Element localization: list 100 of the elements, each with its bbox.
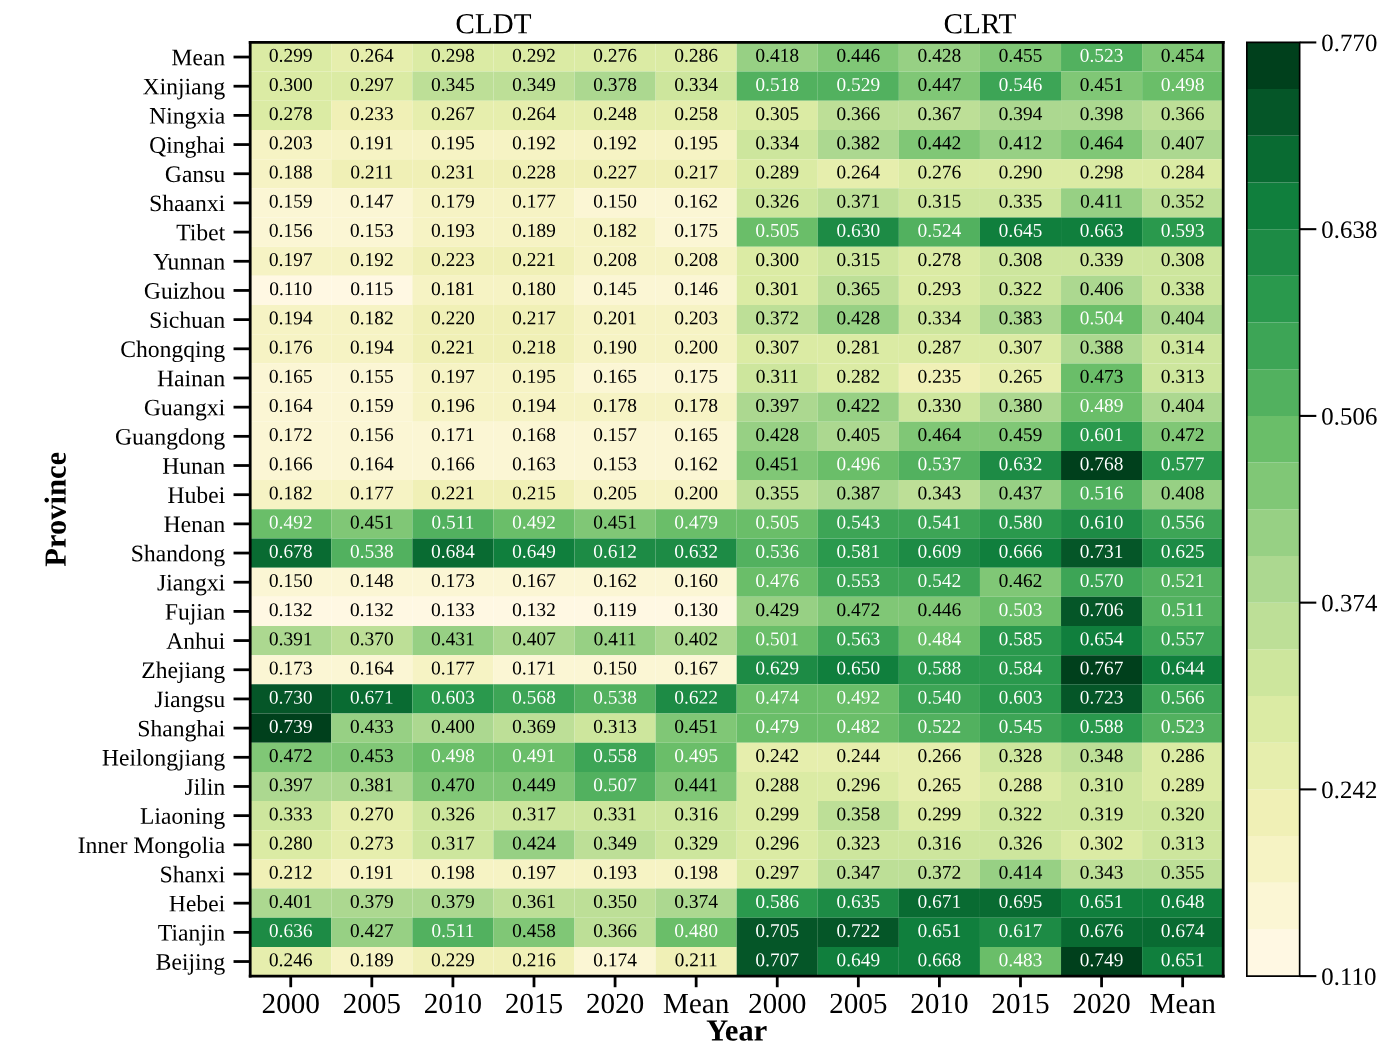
text: CLRT: [944, 14, 1016, 34]
data-label: 0.334: [918, 311, 961, 325]
data-label: 0.162: [675, 457, 717, 471]
data-label: 0.522: [918, 719, 961, 734]
data-label: 0.428: [918, 48, 961, 62]
data-label: 0.568: [512, 690, 556, 704]
data-label: 0.411: [1080, 194, 1122, 208]
data-label: 0.671: [350, 690, 393, 704]
data-label: 0.404: [1161, 398, 1205, 413]
y-tick-label: Fujian: [165, 603, 225, 625]
data-label: 0.322: [999, 807, 1042, 821]
data-label: 0.297: [350, 77, 394, 92]
data-label: 0.472: [837, 603, 880, 617]
data-label: 0.388: [1080, 340, 1123, 354]
data-label: 0.320: [1161, 807, 1204, 821]
data-label: 0.625: [1161, 544, 1204, 558]
y-tick-label: Qinghai: [150, 136, 225, 158]
data-label: 0.191: [350, 136, 393, 150]
data-label: 0.264: [512, 107, 556, 121]
y-tick-label: Tianjin: [158, 924, 225, 946]
data-label: 0.193: [593, 865, 637, 879]
data-label: 0.192: [350, 253, 393, 267]
data-label: 0.644: [1161, 661, 1205, 675]
data-label: 0.218: [512, 340, 556, 354]
data-label: 0.315: [837, 253, 880, 267]
data-label: 0.313: [1161, 369, 1204, 383]
data-label: 0.278: [918, 253, 961, 267]
data-label: 0.581: [837, 544, 880, 558]
data-label: 0.216: [512, 953, 556, 967]
data-label: 0.310: [1080, 778, 1123, 792]
data-label: 0.194: [512, 398, 556, 413]
data-label: 0.150: [593, 194, 637, 208]
x-tick-label: 2020: [587, 993, 644, 1014]
data-label: 0.674: [1161, 924, 1205, 938]
data-label: 0.441: [675, 778, 717, 792]
data-label: 0.156: [269, 223, 313, 238]
data-label: 0.603: [431, 690, 475, 704]
data-label: 0.374: [675, 894, 718, 909]
x-tick-label: Mean: [1150, 993, 1216, 1014]
data-label: 0.180: [512, 282, 556, 296]
data-label: 0.394: [999, 107, 1043, 121]
data-label: 0.217: [512, 311, 556, 325]
data-label: 0.768: [1080, 457, 1123, 471]
data-label: 0.391: [269, 632, 312, 646]
data-label: 0.563: [837, 632, 880, 646]
data-label: 0.498: [431, 749, 475, 763]
data-label: 0.166: [269, 457, 313, 471]
data-label: 0.270: [350, 807, 393, 821]
data-label: 0.330: [918, 398, 961, 413]
data-label: 0.369: [512, 719, 556, 734]
y-tick-label: Guangdong: [116, 428, 225, 450]
data-label: 0.476: [756, 573, 799, 588]
data-label: 0.235: [918, 369, 961, 383]
data-label: 0.148: [350, 573, 393, 588]
data-label: 0.455: [999, 48, 1042, 62]
data-label: 0.200: [675, 340, 718, 354]
y-tick-label: Inner Mongolia: [78, 836, 225, 859]
data-label: 0.397: [269, 778, 313, 792]
data-label: 0.166: [431, 457, 475, 471]
data-label: 0.610: [1080, 515, 1123, 529]
data-label: 0.437: [999, 486, 1042, 500]
y-tick-label: Hunan: [162, 458, 225, 474]
data-label: 0.297: [756, 865, 799, 879]
data-label: 0.617: [999, 924, 1042, 938]
color-bar-label: 0.506: [1322, 407, 1377, 425]
data-label: 0.290: [999, 165, 1042, 179]
color-bar-label: 0.374: [1322, 594, 1378, 612]
data-label: 0.328: [999, 749, 1042, 763]
data-label: 0.175: [675, 223, 718, 238]
data-label: 0.609: [918, 544, 961, 558]
data-label: 0.447: [918, 77, 961, 92]
data-label: 0.603: [999, 690, 1042, 704]
data-label: 0.119: [594, 603, 636, 617]
data-label: 0.130: [675, 603, 718, 617]
y-tick-label: Xinjiang: [143, 78, 225, 100]
data-label: 0.387: [837, 486, 880, 500]
data-label: 0.296: [837, 778, 880, 792]
data-label: 0.553: [837, 573, 880, 588]
data-label: 0.155: [350, 369, 393, 383]
x-tick-label: 2010: [425, 993, 481, 1014]
data-label: 0.165: [269, 369, 312, 383]
data-label: 0.424: [512, 836, 556, 850]
data-label: 0.397: [756, 398, 799, 413]
data-label: 0.645: [999, 223, 1042, 238]
data-label: 0.556: [1161, 515, 1204, 529]
data-label: 0.242: [756, 749, 799, 763]
y-tick-label: Guangxi: [144, 399, 225, 421]
data-label: 0.451: [675, 719, 717, 734]
y-tick-label: Guizhou: [144, 282, 225, 299]
data-label: 0.505: [756, 223, 799, 238]
data-label: 0.538: [593, 690, 637, 704]
data-label: 0.706: [1080, 603, 1123, 617]
data-label: 0.220: [431, 311, 475, 325]
data-label: 0.372: [756, 311, 799, 325]
data-label: 0.347: [837, 865, 880, 879]
data-label: 0.678: [269, 544, 312, 558]
data-label: 0.408: [1161, 486, 1204, 500]
data-label: 0.221: [431, 486, 474, 500]
data-label: 0.492: [837, 690, 880, 704]
data-label: 0.278: [269, 107, 312, 121]
